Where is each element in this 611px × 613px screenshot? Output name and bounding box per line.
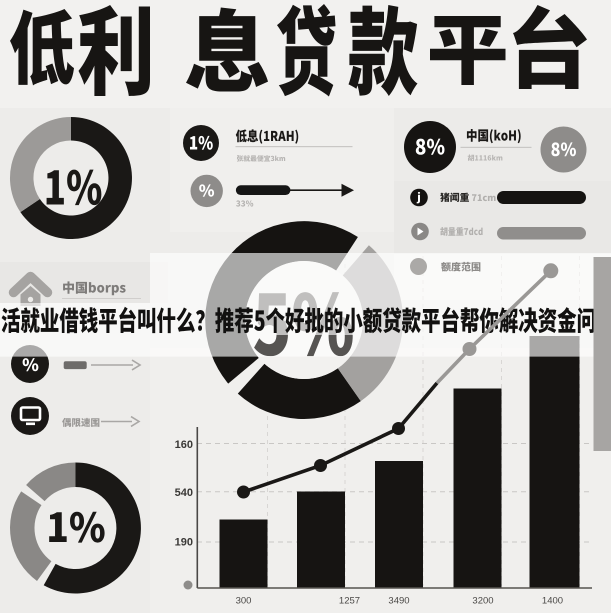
- svg-text:3490: 3490: [388, 596, 409, 607]
- svg-text:190: 190: [175, 537, 193, 549]
- svg-text:1257: 1257: [339, 596, 360, 607]
- svg-text:160: 160: [175, 439, 193, 451]
- svg-text:540: 540: [175, 487, 193, 499]
- svg-text:1400: 1400: [542, 596, 563, 607]
- svg-text:3200: 3200: [472, 596, 493, 607]
- svg-text:300: 300: [236, 596, 252, 607]
